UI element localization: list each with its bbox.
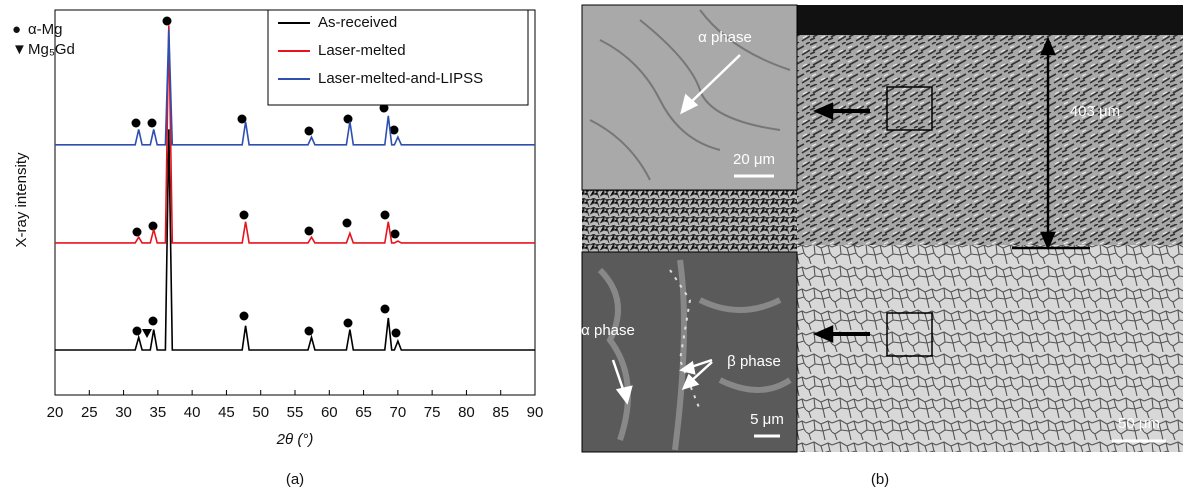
phase-label: α-Mg	[28, 21, 63, 38]
x-tick-label: 65	[355, 404, 372, 421]
legend: As-received Laser-melted Laser-melted-and-…	[268, 10, 528, 105]
peak-dot	[132, 119, 141, 128]
scale-label: 50 μm	[1118, 415, 1160, 432]
x-tick-label: 90	[527, 404, 544, 421]
x-tick-label: 55	[287, 404, 304, 421]
xrd-chart: X-ray intensity 2θ (°) (a) ● α-Mg ▼ Mg₅G…	[12, 10, 543, 488]
micrograph: α phase 20 μm α phase β phase 5 μm 50 μm…	[581, 5, 1183, 488]
x-tick-label: 80	[458, 404, 475, 421]
phase-label: α phase	[698, 29, 752, 46]
series-line	[55, 129, 535, 350]
peak-dot	[149, 317, 158, 326]
phase-label: α phase	[581, 322, 635, 339]
peak-dot	[163, 17, 172, 26]
x-tick-label: 20	[47, 404, 64, 421]
figure: X-ray intensity 2θ (°) (a) ● α-Mg ▼ Mg₅G…	[0, 0, 1183, 494]
peak-dot	[240, 312, 249, 321]
phase-label: β phase	[727, 353, 781, 370]
x-tick-label: 50	[252, 404, 269, 421]
peak-dot	[391, 230, 400, 239]
peak-dot	[392, 329, 401, 338]
x-tick-label: 45	[218, 404, 235, 421]
phase-symbol: ▼	[12, 41, 27, 58]
legend-label: As-received	[318, 14, 397, 31]
y-axis-label: X-ray intensity	[13, 152, 30, 248]
phase-label: Mg₅Gd	[28, 41, 75, 58]
top-edge	[797, 5, 1183, 35]
x-tick-label: 60	[321, 404, 338, 421]
peak-dot	[344, 319, 353, 328]
peak-dot	[305, 327, 314, 336]
peak-dot	[133, 228, 142, 237]
panel-label: (a)	[286, 471, 304, 488]
depth-label: 403 μm	[1070, 103, 1120, 120]
phase-legend: ● α-Mg ▼ Mg₅Gd	[12, 21, 75, 58]
page: {"chart_data":{"type":"line","xlabel":"2…	[0, 0, 1183, 494]
phase-symbol: ●	[12, 21, 21, 38]
peak-dot	[133, 327, 142, 336]
x-tick-label: 35	[150, 404, 167, 421]
x-tick-label: 70	[390, 404, 407, 421]
x-tick-label: 40	[184, 404, 201, 421]
x-tick-label: 25	[81, 404, 98, 421]
x-tick-label: 30	[115, 404, 132, 421]
peak-dot	[344, 115, 353, 124]
x-tick-label: 85	[492, 404, 509, 421]
peak-dot	[305, 227, 314, 236]
peak-dot	[381, 305, 390, 314]
panel-label: (b)	[871, 471, 889, 488]
melted-zone	[797, 35, 1183, 245]
peak-dot	[305, 127, 314, 136]
peak-dot	[381, 211, 390, 220]
peak-dot	[149, 222, 158, 231]
peak-dot	[343, 219, 352, 228]
legend-label: Laser-melted	[318, 42, 406, 59]
x-axis-label: 2θ (°)	[276, 431, 314, 448]
peak-triangle	[142, 329, 152, 338]
peak-dot	[148, 119, 157, 128]
scale-label: 20 μm	[733, 151, 775, 168]
peak-dot	[240, 211, 249, 220]
scale-label: 5 μm	[750, 411, 784, 428]
legend-label: Laser-melted-and-LIPSS	[318, 70, 483, 87]
x-tick-label: 75	[424, 404, 441, 421]
